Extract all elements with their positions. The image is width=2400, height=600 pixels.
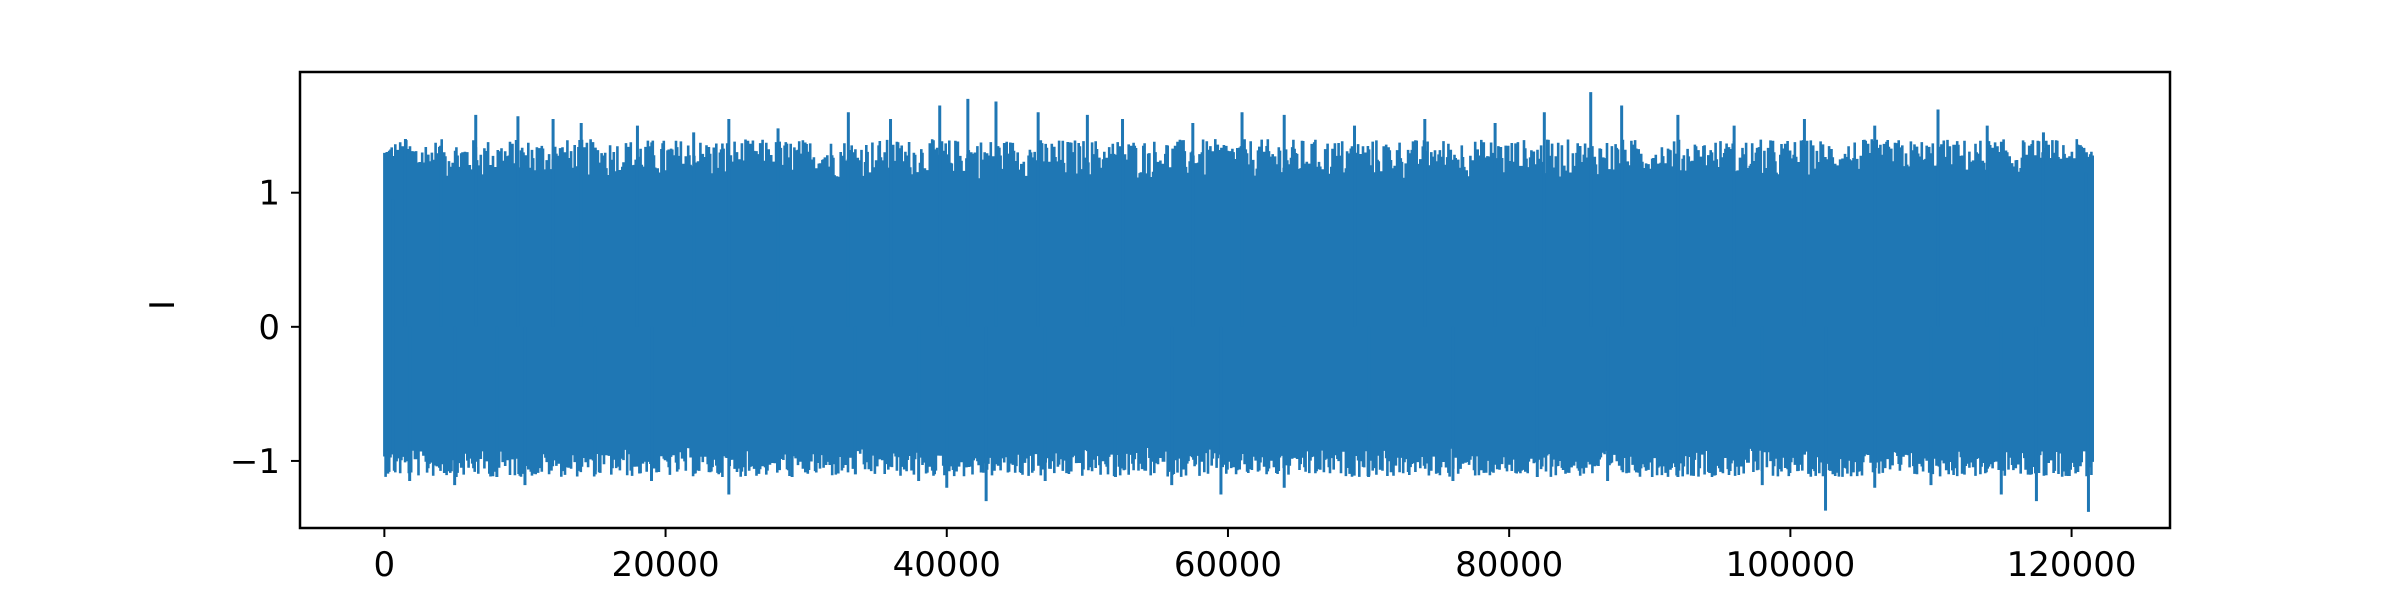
x-tick-label: 0 bbox=[374, 545, 396, 585]
series-layer bbox=[383, 92, 2094, 512]
x-tick-label: 60000 bbox=[1174, 545, 1282, 585]
x-tick-label: 100000 bbox=[1725, 545, 1855, 585]
y-axis: −1 0 1 bbox=[230, 174, 300, 482]
y-axis-label: I bbox=[143, 300, 183, 310]
y-tick-label: −1 bbox=[230, 442, 280, 482]
x-tick-label: 20000 bbox=[611, 545, 719, 585]
x-axis: 0 20000 40000 60000 80000 100000 120000 bbox=[374, 528, 2137, 585]
x-tick-label: 80000 bbox=[1455, 545, 1563, 585]
series-trace bbox=[383, 139, 2094, 477]
y-tick-label: 0 bbox=[258, 308, 280, 348]
axes-frame bbox=[298, 70, 2172, 530]
x-tick-label: 120000 bbox=[2007, 545, 2137, 585]
x-tick-label: 40000 bbox=[893, 545, 1001, 585]
plot-area bbox=[383, 92, 2094, 512]
y-tick-label: 1 bbox=[258, 174, 280, 214]
